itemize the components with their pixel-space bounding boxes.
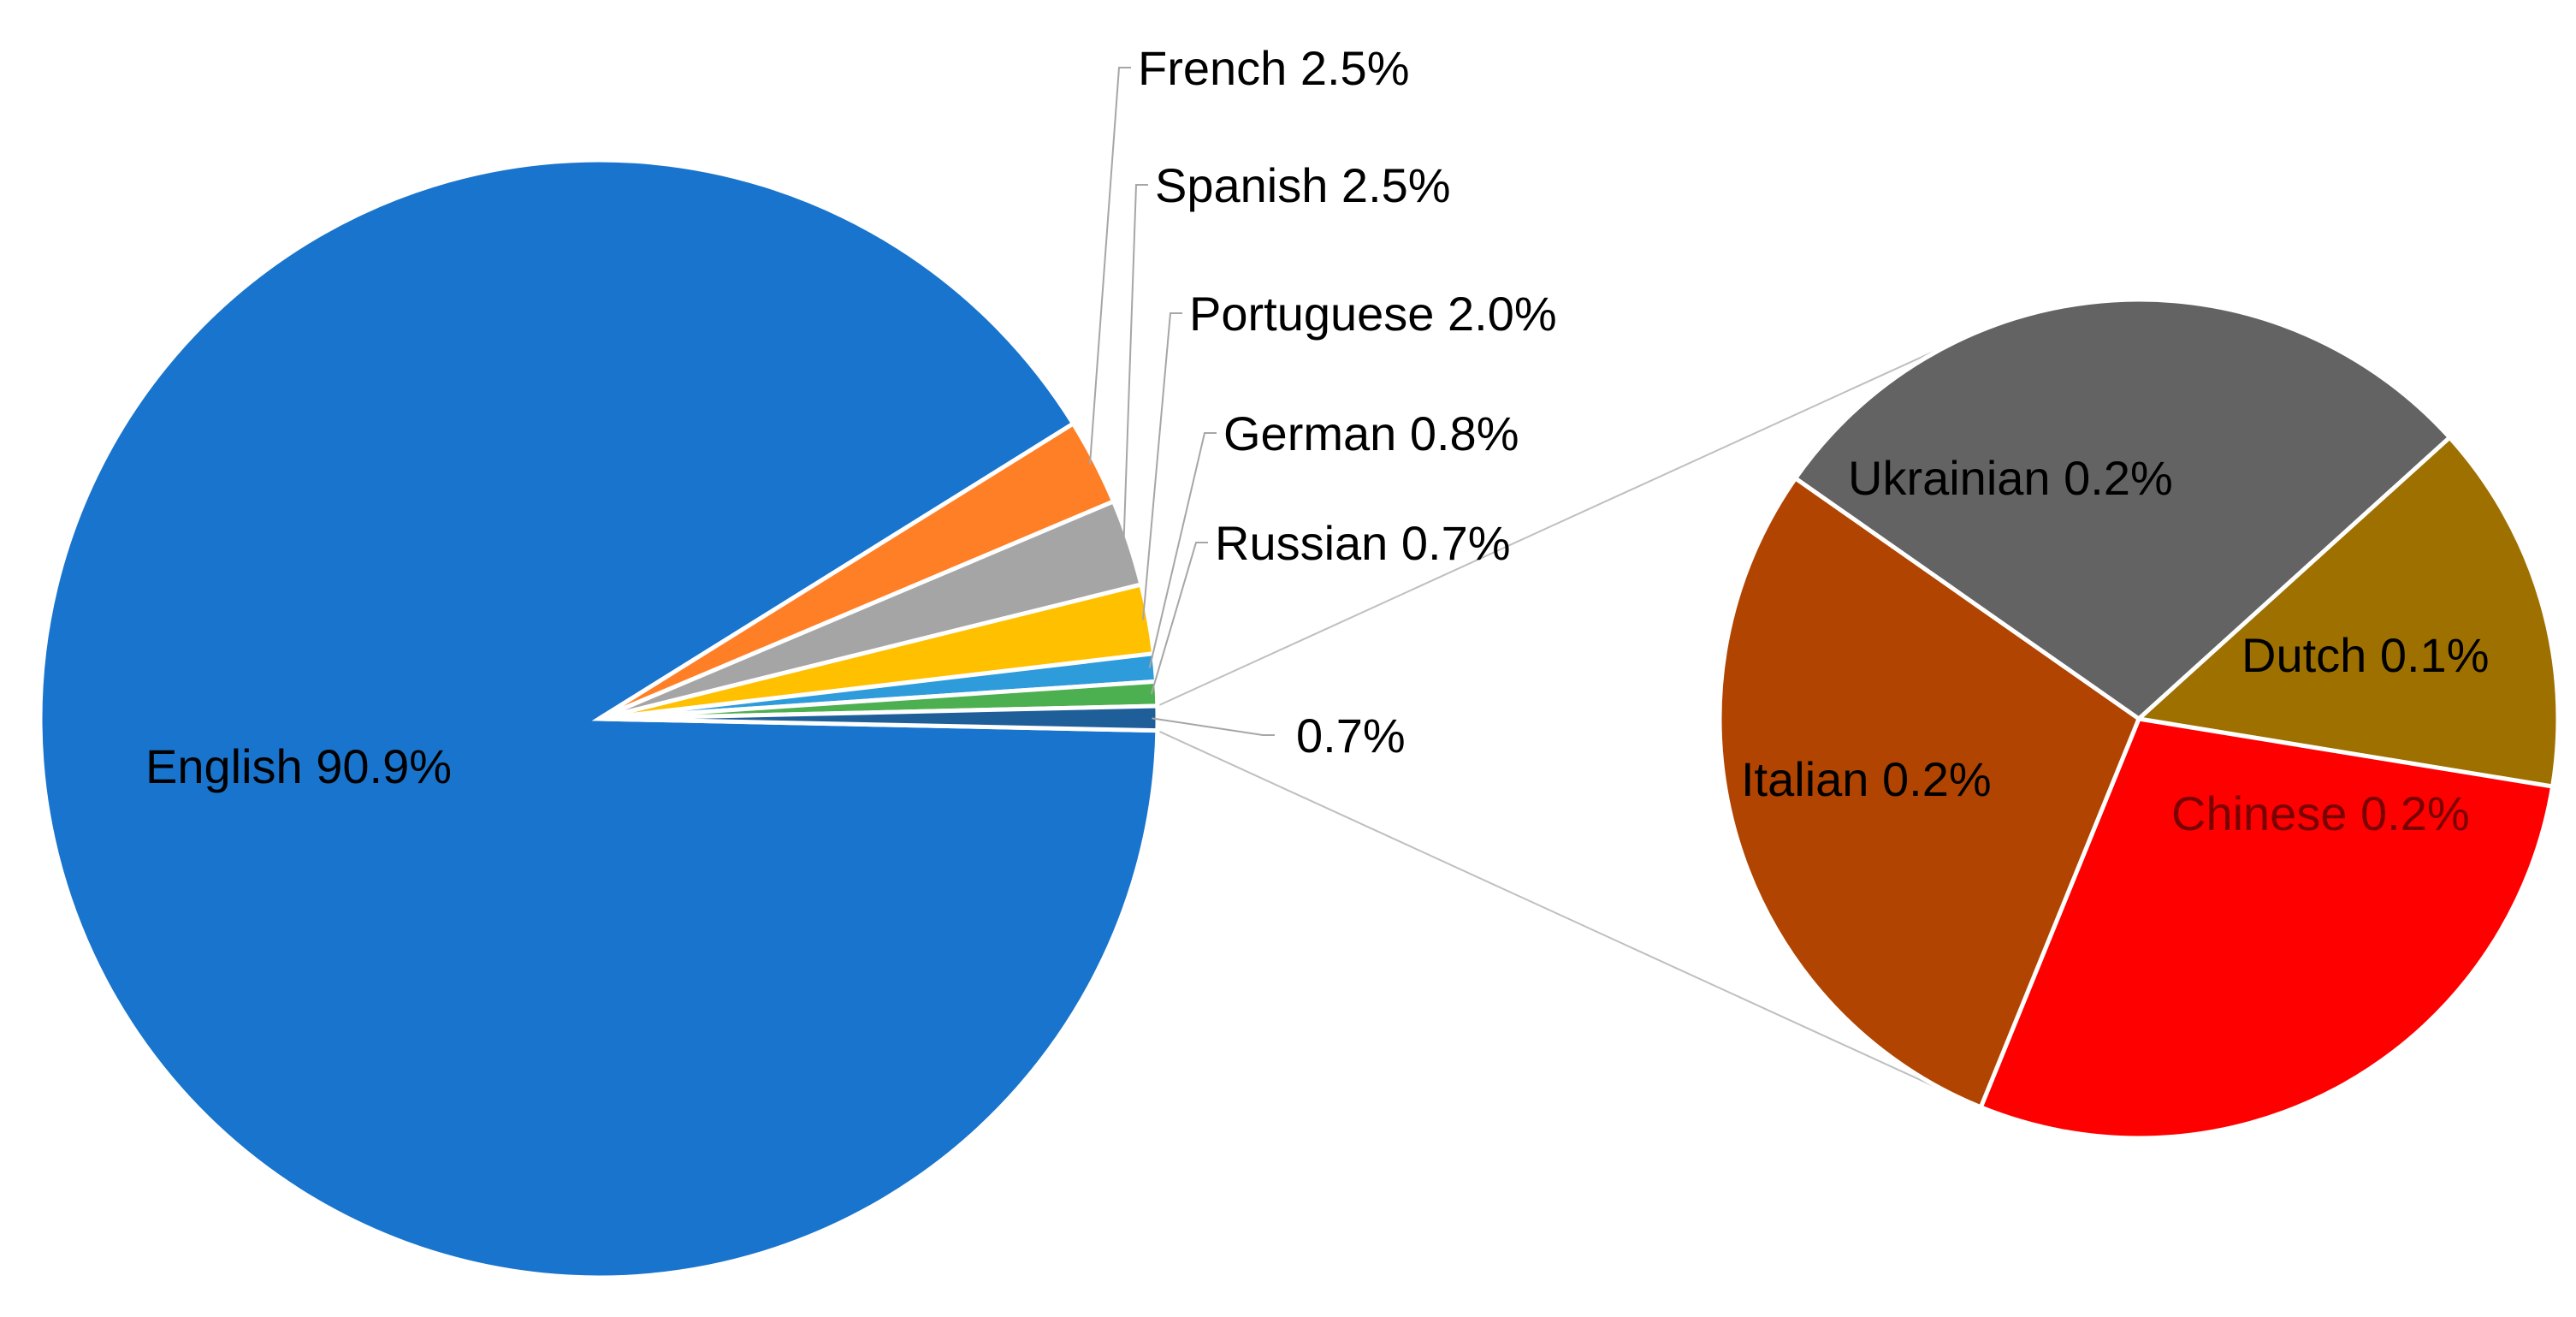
leader-lines	[1088, 67, 1275, 736]
label-italian: Italian 0.2%	[1741, 752, 1992, 806]
leader-line-other	[1152, 717, 1275, 736]
data-labels: English 90.9% French 2.5% Spanish 2.5% Port…	[145, 41, 2490, 840]
secondary-slice-dutch	[2134, 434, 2561, 789]
label-dutch: Dutch 0.1%	[2241, 628, 2490, 682]
connector-line-bottom	[1157, 729, 1963, 1100]
label-french: French 2.5%	[1138, 41, 1410, 95]
leader-line-portuguese	[1142, 312, 1182, 620]
label-ukrainian: Ukrainian 0.2%	[1848, 451, 2173, 505]
secondary-pie	[1717, 297, 2561, 1141]
label-portuguese: Portuguese 2.0%	[1189, 287, 1557, 341]
leader-line-french	[1088, 67, 1131, 465]
label-other: 0.7%	[1296, 709, 1406, 762]
secondary-slice-italian	[1717, 475, 2142, 1111]
pie-connector-lines	[1157, 335, 1969, 1100]
label-english: English 90.9%	[145, 739, 452, 793]
leader-line-russian	[1150, 542, 1208, 695]
secondary-slice-ukrainian	[1792, 297, 2453, 722]
leader-line-spanish	[1122, 184, 1148, 544]
main-pie	[38, 157, 1160, 1280]
connector-line-top	[1157, 335, 1969, 707]
label-russian: Russian 0.7%	[1215, 516, 1511, 570]
leader-line-german	[1148, 432, 1217, 668]
label-german: German 0.8%	[1223, 406, 1519, 460]
label-spanish: Spanish 2.5%	[1155, 158, 1451, 212]
label-chinese: Chinese 0.2%	[2171, 786, 2470, 840]
secondary-slice-chinese	[1978, 716, 2555, 1141]
